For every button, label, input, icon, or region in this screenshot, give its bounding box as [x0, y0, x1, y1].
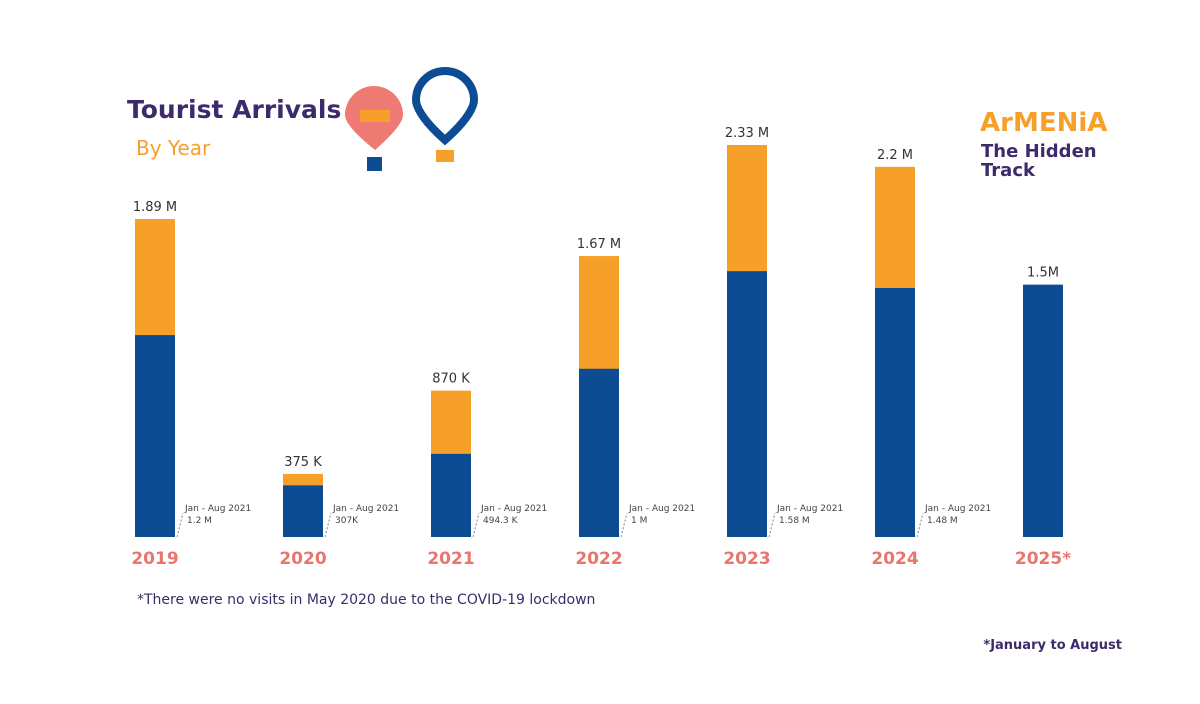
bar-segment [875, 288, 915, 537]
period-label: Jan - Aug 2021 [332, 504, 399, 514]
x-tick-label: 2020 [279, 549, 326, 569]
value-label: 1.48 M [927, 516, 958, 526]
x-tick-label: 2019 [131, 549, 178, 569]
period-label: Jan - Aug 2021 [628, 504, 695, 514]
brand-tagline: Track [981, 160, 1036, 181]
chart-subtitle: By Year [136, 136, 211, 160]
bar-segment [1023, 284, 1063, 537]
annotation-leader [176, 512, 184, 538]
bar-segment [135, 335, 175, 537]
brand-name: ArMENiA [980, 108, 1107, 138]
value-label: 1.58 M [779, 516, 810, 526]
annotation-leader [768, 512, 776, 538]
chart-title: Tourist Arrivals [127, 95, 341, 124]
annotation-leader [472, 512, 480, 538]
x-tick-label: 2023 [723, 549, 770, 569]
brand-tagline: The Hidden [981, 141, 1097, 162]
total-label: 2.33 M [725, 126, 769, 141]
x-tick-label: 2025* [1015, 549, 1071, 569]
x-tick-label: 2022 [575, 549, 622, 569]
total-label: 870 K [432, 372, 470, 387]
x-tick-label: 2021 [427, 549, 474, 569]
x-tick-label: 2024 [871, 549, 918, 569]
bar-segment [283, 485, 323, 537]
balloon-blue [411, 67, 479, 162]
footnote: *There were no visits in May 2020 due to… [137, 592, 595, 608]
period-label: Jan - Aug 2021 [184, 504, 251, 514]
value-label: 307K [335, 516, 359, 526]
bar-segment [431, 453, 471, 537]
total-label: 375 K [284, 455, 322, 470]
value-label: 1 M [631, 516, 647, 526]
note: *January to August [983, 638, 1122, 653]
bar-segment [579, 368, 619, 537]
balloon-pink [345, 86, 403, 171]
annotation-leader [916, 512, 924, 538]
period-label: Jan - Aug 2021 [480, 504, 547, 514]
value-label: 1.5M [1027, 266, 1059, 281]
total-label: 1.89 M [133, 200, 177, 215]
value-label: 494.3 K [483, 516, 519, 526]
total-label: 2.2 M [877, 148, 913, 163]
value-label: 1.2 M [187, 516, 212, 526]
bar-segment [727, 271, 767, 537]
total-label: 1.67 M [577, 237, 621, 252]
period-label: Jan - Aug 2021 [924, 504, 991, 514]
period-label: Jan - Aug 2021 [776, 504, 843, 514]
annotation-leader [324, 512, 332, 538]
annotation-leader [620, 512, 628, 538]
